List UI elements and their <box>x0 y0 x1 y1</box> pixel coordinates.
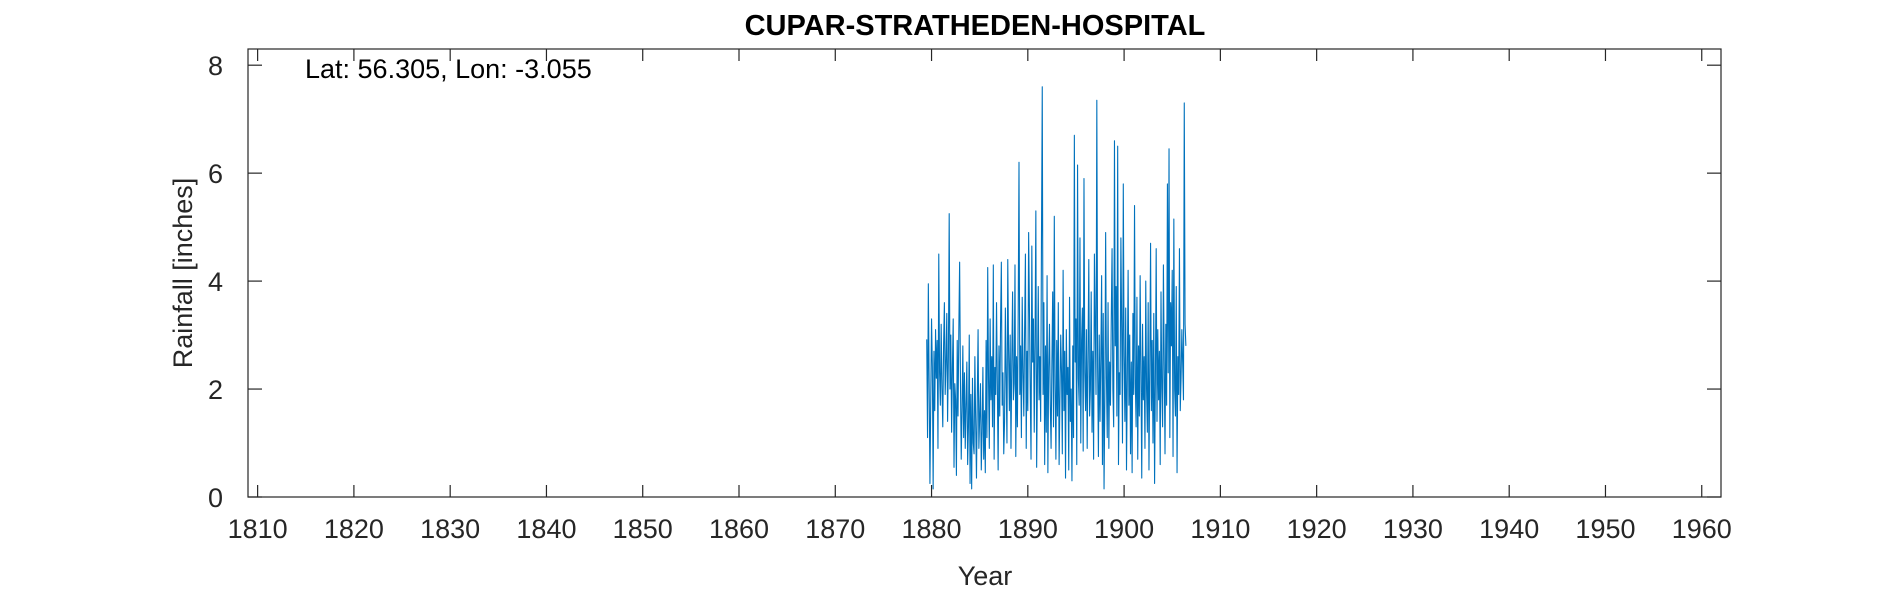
y-axis-label: Rainfall [inches] <box>168 178 198 369</box>
x-tick-label: 1820 <box>324 514 384 544</box>
x-tick-label: 1840 <box>516 514 576 544</box>
rainfall-series-line <box>926 86 1187 490</box>
y-tick-label: 8 <box>208 51 223 81</box>
x-tick-label: 1940 <box>1479 514 1539 544</box>
x-tick-label: 1830 <box>420 514 480 544</box>
x-tick-label: 1880 <box>902 514 962 544</box>
plot-area: 1810 1820 1830 1840 1850 1860 1870 1880 1890 1900… <box>208 48 1732 544</box>
x-tick-label: 1860 <box>709 514 769 544</box>
axes-box <box>247 48 1722 498</box>
y-tick-label: 6 <box>208 159 223 189</box>
x-tick-label: 1810 <box>228 514 288 544</box>
y-tick-label: 0 <box>208 483 223 513</box>
x-tick-label: 1900 <box>1094 514 1154 544</box>
x-tick-label: 1890 <box>998 514 1058 544</box>
x-tick-label: 1960 <box>1672 514 1732 544</box>
chart-title: CUPAR-STRATHEDEN-HOSPITAL <box>745 10 1206 42</box>
x-tick-label: 1930 <box>1383 514 1443 544</box>
x-axis-label: Year <box>958 561 1013 591</box>
x-axis-ticks: 1810 1820 1830 1840 1850 1860 1870 1880 1890 1900… <box>228 49 1732 544</box>
x-tick-label: 1910 <box>1190 514 1250 544</box>
station-coordinates-label: Lat: 56.305, Lon: -3.055 <box>305 54 592 84</box>
y-axis-ticks: 0 2 4 6 8 <box>208 51 1721 513</box>
y-tick-label: 4 <box>208 267 223 297</box>
x-tick-label: 1950 <box>1575 514 1635 544</box>
x-tick-label: 1870 <box>805 514 865 544</box>
x-tick-label: 1850 <box>613 514 673 544</box>
series-group <box>926 86 1187 490</box>
x-tick-label: 1920 <box>1287 514 1347 544</box>
y-tick-label: 2 <box>208 375 223 405</box>
